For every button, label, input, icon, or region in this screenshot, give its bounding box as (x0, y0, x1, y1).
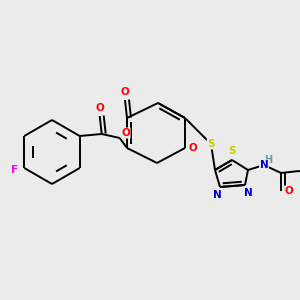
Text: S: S (207, 139, 215, 149)
Text: O: O (121, 128, 130, 138)
Text: O: O (189, 143, 197, 153)
Text: H: H (264, 155, 272, 165)
Text: N: N (244, 188, 252, 198)
Text: O: O (285, 186, 293, 196)
Text: N: N (260, 160, 268, 170)
Text: O: O (95, 103, 104, 113)
Text: F: F (11, 165, 18, 175)
Text: O: O (121, 87, 129, 97)
Text: N: N (213, 190, 221, 200)
Text: S: S (228, 146, 236, 156)
